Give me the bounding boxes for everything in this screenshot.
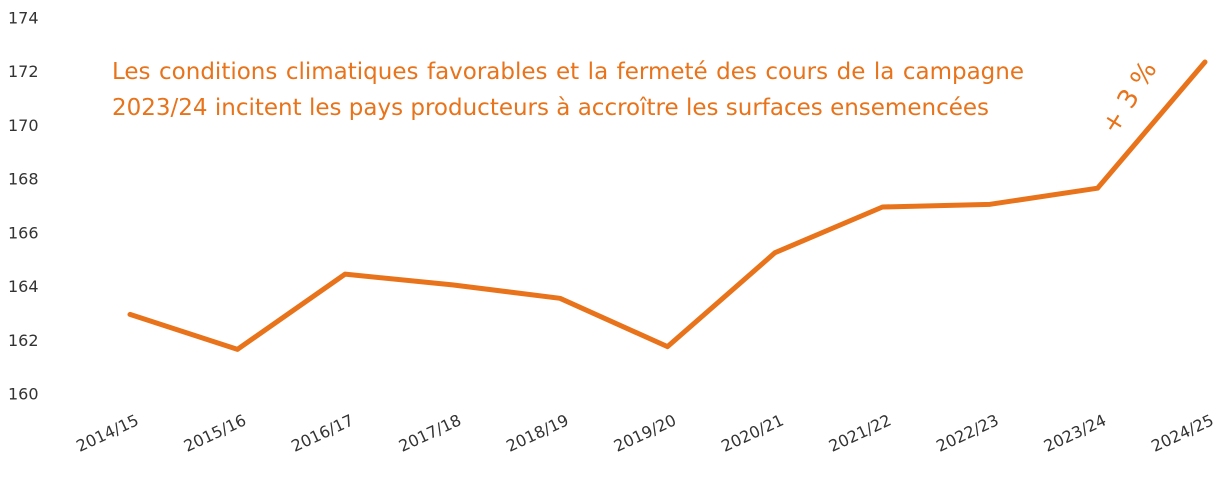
y-tick-label: 160 [8, 385, 39, 404]
y-tick-label: 164 [8, 277, 39, 296]
x-tick-label: 2018/19 [503, 410, 571, 455]
x-tick-label: 2020/21 [718, 410, 786, 455]
x-tick-label: 2022/23 [933, 410, 1001, 455]
x-tick-label: 2024/25 [1148, 410, 1216, 455]
line [127, 59, 1208, 352]
x-tick-label: 2016/17 [288, 410, 356, 455]
y-tick-label: 166 [8, 223, 39, 242]
y-tick-label: 172 [8, 62, 39, 81]
annotation: Les conditions climatiques favorables et… [112, 59, 1024, 121]
x-tick-label: 2021/22 [826, 410, 894, 455]
x-tick-label: 2014/15 [73, 410, 141, 455]
y-tick-label: 168 [8, 170, 39, 189]
annotation: + 3 % [1096, 56, 1164, 139]
x-tick-label: 2023/24 [1041, 410, 1109, 455]
y-tick-label: 174 [8, 9, 39, 28]
x-tick-label: 2017/18 [396, 410, 464, 455]
y-tick-label: 170 [8, 116, 39, 135]
x-tick-label: 2019/20 [611, 410, 679, 455]
y-tick-label: 162 [8, 331, 39, 350]
x-tick-label: 2015/16 [181, 410, 249, 455]
